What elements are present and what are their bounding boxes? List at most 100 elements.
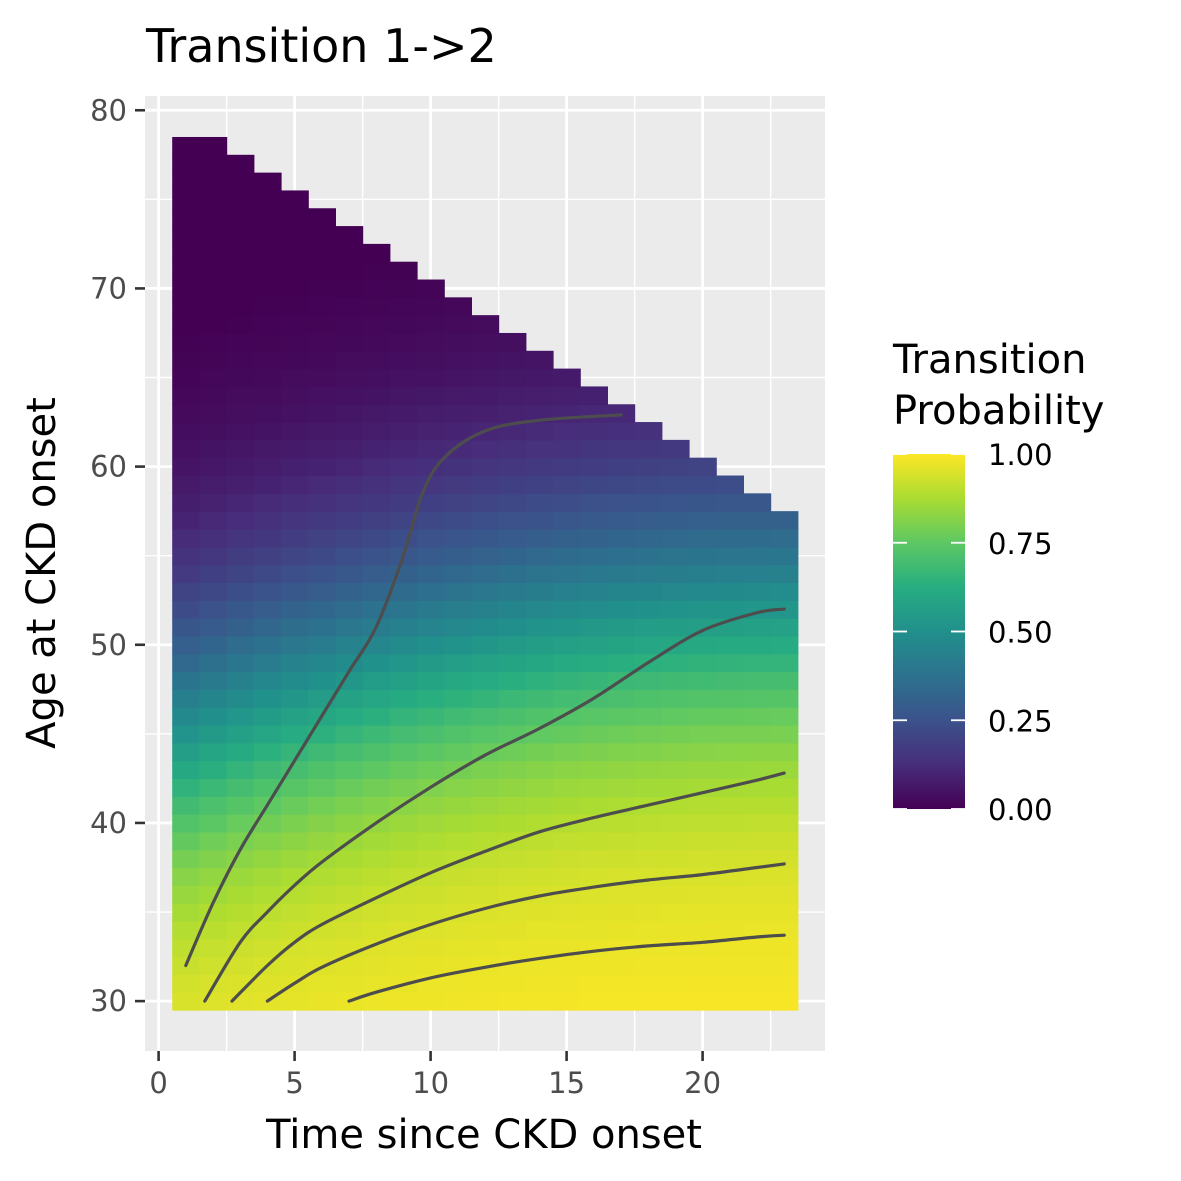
heatmap-tile	[281, 867, 309, 886]
heatmap-tile	[281, 261, 309, 281]
heatmap-tile	[716, 956, 744, 975]
heatmap-tile	[607, 760, 636, 779]
heatmap-tile	[634, 938, 663, 958]
heatmap-tile	[362, 724, 391, 744]
heatmap-tile	[172, 332, 200, 352]
heatmap-tile	[498, 867, 527, 886]
heatmap-tile	[471, 475, 500, 494]
heatmap-tile	[226, 457, 255, 477]
heatmap-tile	[253, 849, 282, 869]
heatmap-tile	[498, 635, 527, 655]
heatmap-tile	[172, 885, 200, 904]
heatmap-tile	[634, 742, 663, 762]
heatmap-tile	[661, 831, 690, 851]
heatmap-tile	[634, 831, 663, 851]
heatmap-tile	[634, 849, 663, 869]
heatmap-tile	[226, 778, 255, 797]
heatmap-tile	[335, 546, 364, 566]
heatmap-tile	[308, 920, 336, 940]
legend-title-line2: Probability	[893, 388, 1104, 434]
heatmap-tile	[580, 974, 608, 993]
heatmap-tile	[444, 778, 472, 797]
heatmap-tile	[362, 671, 391, 690]
heatmap-tile	[471, 974, 500, 993]
heatmap-tile	[444, 439, 472, 459]
heatmap-tile	[199, 546, 228, 566]
heatmap-tile	[661, 742, 690, 762]
heatmap-tile	[607, 528, 636, 548]
heatmap-tile	[444, 885, 472, 904]
heatmap-tile	[607, 778, 636, 797]
heatmap-tile	[308, 778, 336, 797]
heatmap-tile	[172, 368, 200, 388]
heatmap-tile	[308, 867, 336, 886]
heatmap-tile	[498, 618, 527, 637]
heatmap-tile	[471, 653, 500, 673]
heatmap-tile	[226, 600, 255, 619]
heatmap-tile	[498, 600, 527, 619]
heatmap-tiles	[172, 136, 799, 1011]
heatmap-tile	[253, 493, 282, 512]
heatmap-tile	[770, 778, 799, 797]
heatmap-tile	[525, 903, 554, 922]
heatmap-tile	[281, 778, 309, 797]
heatmap-tile	[743, 796, 772, 815]
heatmap-tile	[716, 546, 744, 566]
heatmap-tile	[172, 582, 200, 601]
heatmap-tile	[580, 867, 608, 886]
heatmap-tile	[716, 475, 744, 494]
heatmap-tile	[689, 956, 717, 975]
heatmap-tile	[389, 689, 418, 708]
heatmap-tile	[389, 457, 418, 477]
heatmap-tile	[389, 742, 418, 762]
heatmap-tile	[553, 439, 581, 459]
heatmap-tile	[417, 368, 445, 388]
heatmap-tile	[471, 831, 500, 851]
heatmap-tile	[553, 546, 581, 566]
heatmap-tile	[770, 582, 799, 601]
legend-label: 0.75	[988, 527, 1053, 561]
heatmap-tile	[417, 386, 445, 405]
heatmap-tile	[553, 475, 581, 494]
heatmap-tile	[417, 956, 445, 975]
heatmap-tile	[226, 867, 255, 886]
heatmap-tile	[580, 422, 608, 441]
heatmap-tile	[281, 546, 309, 566]
heatmap-tile	[716, 760, 744, 779]
heatmap-tile	[172, 297, 200, 316]
heatmap-tile	[661, 724, 690, 744]
heatmap-tile	[580, 760, 608, 779]
heatmap-tile	[308, 261, 336, 281]
heatmap-tile	[281, 422, 309, 441]
heatmap-tile	[253, 600, 282, 619]
heatmap-tile	[444, 350, 472, 370]
heatmap-tile	[362, 831, 391, 851]
heatmap-tile	[444, 493, 472, 512]
heatmap-tile	[226, 226, 255, 245]
heatmap-tile	[281, 208, 309, 227]
heatmap-tile	[253, 243, 282, 263]
heatmap-tile	[389, 635, 418, 655]
heatmap-tile	[362, 457, 391, 477]
heatmap-tile	[634, 439, 663, 459]
heatmap-tile	[362, 404, 391, 423]
heatmap-tile	[553, 493, 581, 512]
heatmap-tile	[634, 724, 663, 744]
heatmap-tile	[607, 920, 636, 940]
heatmap-tile	[716, 938, 744, 958]
heatmap-tile	[634, 778, 663, 797]
heatmap-tile	[634, 422, 663, 441]
heatmap-tile	[580, 511, 608, 530]
heatmap-tile	[172, 938, 200, 958]
heatmap-tile	[580, 618, 608, 637]
heatmap-tile	[553, 867, 581, 886]
heatmap-tile	[253, 511, 282, 530]
heatmap-tile	[607, 992, 636, 1011]
heatmap-tile	[607, 546, 636, 566]
heatmap-tile	[226, 742, 255, 762]
heatmap-tile	[281, 226, 309, 245]
heatmap-tile	[498, 332, 527, 352]
heatmap-tile	[661, 956, 690, 975]
heatmap-tile	[498, 707, 527, 726]
heatmap-tile	[580, 404, 608, 423]
